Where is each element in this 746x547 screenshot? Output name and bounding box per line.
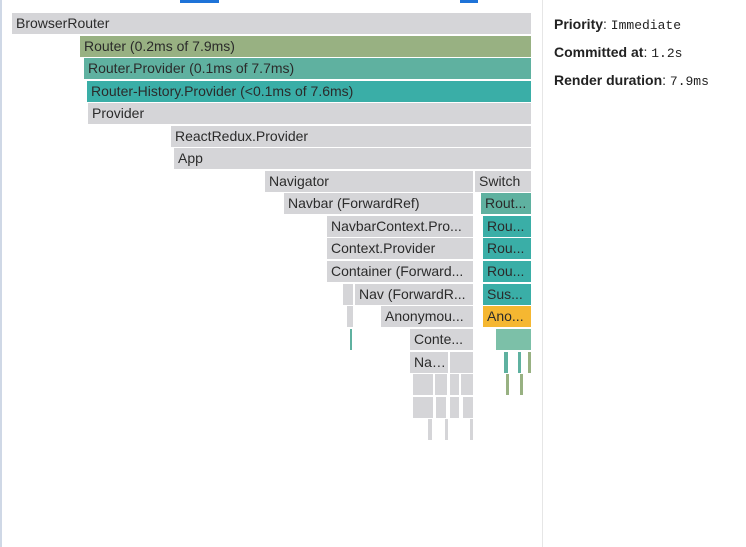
flame-bar-navcontext[interactable]: NavC... <box>410 352 448 373</box>
flame-bar-sliver[interactable] <box>504 352 508 373</box>
flame-bar-sliver[interactable] <box>413 374 433 395</box>
committed-at-value: 1.2s <box>651 46 683 61</box>
flame-bar-router-history-provider[interactable]: Router-History.Provider (<0.1ms of 7.6ms… <box>87 81 531 102</box>
priority-row: Priority: Immediate <box>554 13 739 41</box>
priority-value: Immediate <box>610 18 682 33</box>
flame-bar-sliver[interactable] <box>518 352 521 373</box>
flame-bar-route[interactable]: Rou... <box>483 261 531 282</box>
flame-bar-sliver[interactable] <box>450 397 459 418</box>
flame-bar-provider[interactable]: Provider <box>88 103 531 124</box>
flame-bar-router-provider[interactable]: Router.Provider (0.1ms of 7.7ms) <box>84 58 531 79</box>
flame-bar-sliver[interactable] <box>413 397 433 418</box>
flame-bar-switch[interactable]: Switch <box>475 171 531 192</box>
flame-bar-sliver[interactable] <box>461 374 473 395</box>
commit-details-panel: Priority: Immediate Committed at: 1.2s R… <box>554 13 739 97</box>
flame-bar-route[interactable]: Rout... <box>481 193 531 214</box>
separator: : <box>662 72 670 88</box>
flame-bar-anonymous[interactable]: Anonymou... <box>381 306 473 327</box>
flame-bar-sliver[interactable] <box>496 329 531 350</box>
commit-selector-marker[interactable] <box>180 0 219 3</box>
separator: : <box>603 16 611 32</box>
flame-bar-sliver[interactable] <box>470 419 473 440</box>
committed-at-label: Committed at <box>554 44 644 60</box>
flame-bar-sliver[interactable] <box>445 419 448 440</box>
commit-selector-marker[interactable] <box>460 0 478 3</box>
left-border <box>0 0 2 547</box>
render-duration-label: Render duration <box>554 72 663 88</box>
flame-bar-route[interactable]: Rou... <box>483 238 531 259</box>
flame-bar-sliver[interactable] <box>450 352 473 373</box>
flame-bar-sliver[interactable] <box>506 374 509 395</box>
render-duration-value: 7.9ms <box>669 74 709 89</box>
flame-bar-sliver[interactable] <box>520 374 523 395</box>
flame-bar-navbar[interactable]: Navbar (ForwardRef) <box>284 193 473 214</box>
flame-bar-sliver[interactable] <box>528 352 531 373</box>
flame-bar-router[interactable]: Router (0.2ms of 7.9ms) <box>80 36 531 57</box>
flame-bar-route[interactable]: Rou... <box>483 216 531 237</box>
flame-bar-sliver[interactable] <box>428 419 432 440</box>
panel-divider <box>542 0 543 547</box>
flame-bar-context[interactable]: Conte... <box>410 329 473 350</box>
separator: : <box>643 44 652 60</box>
flame-bar-sliver[interactable] <box>350 329 352 350</box>
flame-bar-sliver[interactable] <box>463 397 473 418</box>
commit-selector-strip <box>0 0 746 4</box>
flame-bar-sliver[interactable] <box>343 284 353 305</box>
flame-bar-sliver[interactable] <box>450 374 459 395</box>
flame-bar-sliver[interactable] <box>347 306 353 327</box>
flame-bar-anonymous-highlight[interactable]: Ano... <box>483 306 531 327</box>
flame-bar-sliver[interactable] <box>435 374 447 395</box>
flame-bar-browserrouter[interactable]: BrowserRouter <box>12 13 531 34</box>
flame-bar-nav[interactable]: Nav (ForwardR... <box>355 284 473 305</box>
flame-bar-context-provider[interactable]: Context.Provider <box>327 238 473 259</box>
flame-bar-navbarcontext-provider[interactable]: NavbarContext.Pro... <box>327 216 473 237</box>
committed-at-row: Committed at: 1.2s <box>554 41 739 69</box>
flame-bar-container[interactable]: Container (Forward... <box>327 261 473 282</box>
flame-bar-suspense[interactable]: Sus... <box>483 284 531 305</box>
priority-label: Priority <box>554 16 604 32</box>
flame-bar-sliver[interactable] <box>436 397 446 418</box>
flame-bar-app[interactable]: App <box>174 148 531 169</box>
flame-bar-navigator[interactable]: Navigator <box>265 171 473 192</box>
flamegraph-chart: BrowserRouter Router (0.2ms of 7.9ms) Ro… <box>12 0 542 547</box>
render-duration-row: Render duration: 7.9ms <box>554 69 739 97</box>
flame-bar-reactredux-provider[interactable]: ReactRedux.Provider <box>171 126 531 147</box>
